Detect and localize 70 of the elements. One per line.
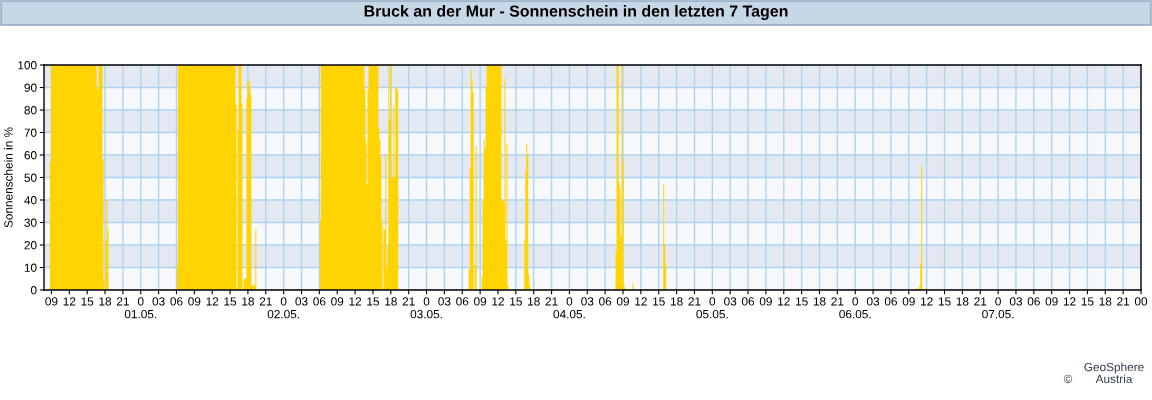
x-tick-label: 09 <box>188 297 201 306</box>
y-tick-label: 10 <box>24 263 37 272</box>
x-tick-label: 03 <box>438 297 451 306</box>
y-tick-label: 70 <box>24 128 37 137</box>
y-tick-label: 20 <box>24 241 37 250</box>
x-tick-label: 15 <box>795 297 808 306</box>
x-tick-label: 12 <box>778 297 790 306</box>
x-tick-label: 15 <box>367 297 380 306</box>
x-tick-label: 06 <box>599 297 612 306</box>
x-tick-label: 06 <box>456 297 469 306</box>
x-tick-label: 00 <box>1134 297 1148 306</box>
x-tick-label: 21 <box>974 297 987 306</box>
x-tick-label: 06 <box>1027 297 1040 306</box>
x-tick-label: 21 <box>402 297 415 306</box>
x-tick-label: 21 <box>688 297 701 306</box>
y-axis-title: Sonnenschein in % <box>4 127 13 228</box>
x-tick-label: 15 <box>938 297 951 306</box>
x-tick-label: 18 <box>670 297 683 306</box>
x-tick-label: 06 <box>170 297 183 306</box>
x-tick-label: 21 <box>545 297 558 306</box>
x-tick-label: 21 <box>259 297 272 306</box>
x-tick-label: 03 <box>295 297 308 306</box>
x-tick-label: 03 <box>1009 297 1023 306</box>
chart-title: Bruck an der Mur - Sonnenschein in den letzten 7 Tagen <box>364 5 788 20</box>
x-tick-label: 18 <box>528 297 540 306</box>
x-tick-label: 12 <box>1063 297 1076 306</box>
x-tick-label: 21 <box>116 297 129 306</box>
y-tick-label: 100 <box>18 61 37 70</box>
y-tick-label: 50 <box>24 173 37 182</box>
x-tick-label: 15 <box>510 297 522 306</box>
x-tick-label: 09 <box>45 297 58 306</box>
x-tick-label: 21 <box>1117 297 1130 306</box>
x-tick-label: 06 <box>313 297 326 306</box>
x-tick-label: 15 <box>653 297 665 306</box>
x-tick-label: 12 <box>921 297 933 306</box>
x-tick-label: 06 <box>741 297 755 306</box>
x-tick-label: 09 <box>616 297 630 306</box>
y-tick-label: 80 <box>24 106 37 115</box>
x-tick-label: 09 <box>474 297 487 306</box>
x-tick-label: 03 <box>724 297 737 306</box>
x-tick-label: 06 <box>884 297 897 306</box>
x-tick-label: 03 <box>152 297 165 306</box>
x-tick-label: 03 <box>581 297 594 306</box>
x-tick-label: 15 <box>1081 297 1094 306</box>
x-tick-label: 18 <box>99 297 112 306</box>
y-tick-label: 90 <box>24 83 37 92</box>
y-tick-label: 60 <box>24 151 37 160</box>
y-tick-label: 0 <box>30 286 37 295</box>
x-tick-label: 09 <box>1045 297 1058 306</box>
text: GeoSphere Austria <box>1084 362 1144 384</box>
y-tick-label: 40 <box>24 196 37 205</box>
x-tick-label: 18 <box>385 297 397 306</box>
x-tick-label: 09 <box>759 297 772 306</box>
x-tick-label: 12 <box>63 297 76 306</box>
x-tick-label: 12 <box>206 297 219 306</box>
x-tick-label: 18 <box>956 297 969 306</box>
x-tick-label: 18 <box>242 297 254 306</box>
x-tick-label: 03 <box>866 297 880 306</box>
x-tick-label: 12 <box>492 297 504 306</box>
x-tick-label: 18 <box>1099 297 1112 306</box>
x-tick-label: 18 <box>813 297 826 306</box>
x-tick-label: 15 <box>224 297 237 306</box>
x-tick-label: 09 <box>331 297 344 306</box>
x-tick-label: 15 <box>81 297 94 306</box>
y-tick-label: 30 <box>24 218 37 227</box>
x-tick-label: 12 <box>635 297 647 306</box>
x-tick-label: 12 <box>349 297 362 306</box>
text: © <box>1063 374 1073 384</box>
x-tick-label: 21 <box>831 297 844 306</box>
x-tick-label: 09 <box>902 297 915 306</box>
